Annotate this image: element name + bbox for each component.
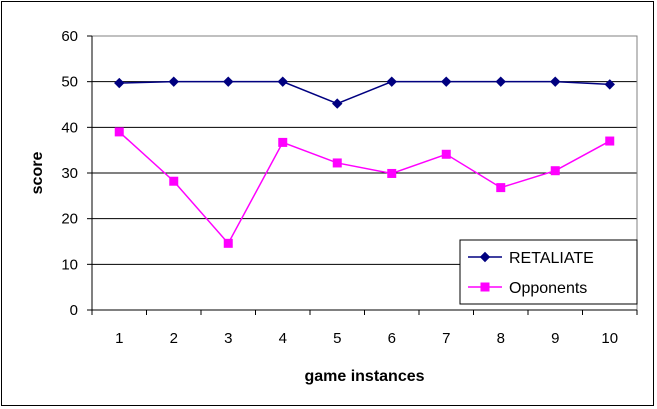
y-tick-label: 50: [61, 74, 78, 91]
data-point: [386, 76, 397, 87]
data-point: [550, 166, 560, 176]
data-point: [496, 183, 506, 193]
x-tick-label: 5: [333, 330, 341, 347]
data-point: [169, 176, 179, 186]
y-tick-label: 0: [70, 302, 78, 319]
data-point: [278, 137, 288, 147]
legend-item: Opponents: [468, 280, 587, 297]
data-point: [277, 76, 288, 87]
x-axis-title: game instances: [304, 368, 424, 385]
x-tick-label: 8: [497, 330, 505, 347]
legend-marker: [480, 282, 490, 292]
legend-box: [459, 239, 638, 305]
y-tick-label: 20: [61, 211, 78, 228]
data-point: [168, 76, 179, 87]
y-tick-label: 30: [61, 165, 78, 182]
data-point: [223, 76, 234, 87]
data-point: [223, 238, 233, 248]
data-point: [387, 168, 397, 178]
y-tick-label: 60: [61, 28, 78, 45]
y-tick-label: 10: [61, 256, 78, 273]
x-tick-label: 3: [224, 330, 232, 347]
legend-marker: [479, 251, 491, 263]
x-tick-label: 6: [388, 330, 396, 347]
data-point: [114, 127, 124, 137]
x-tick-labels: 1 2 3 4 5 6 7 8 9 10: [115, 330, 618, 347]
legend: RETALIATE Opponents: [459, 239, 638, 305]
legend-label: Opponents: [509, 280, 587, 297]
series-line: [119, 80, 610, 105]
x-tick-label: 9: [551, 330, 559, 347]
data-point: [114, 77, 125, 89]
x-tick-label: 1: [115, 330, 123, 347]
series: [114, 76, 615, 248]
legend-label: RETALIATE: [509, 250, 594, 267]
x-tick-label: 10: [601, 330, 618, 347]
x-tick-label: 7: [442, 330, 450, 347]
gridlines: [92, 35, 637, 265]
legend-item: RETALIATE: [468, 250, 594, 267]
data-point: [605, 136, 615, 146]
data-point: [332, 98, 343, 109]
series-opponents: [114, 127, 615, 248]
y-tick-labels: 0 10 20 30 40 50 60: [61, 28, 78, 319]
series-line: [118, 131, 611, 245]
x-tick-label: 2: [170, 330, 178, 347]
axes: [87, 35, 638, 315]
data-point: [604, 79, 615, 90]
legend-items: RETALIATE Opponents: [468, 250, 594, 297]
y-axis-title: score: [29, 152, 46, 195]
data-point: [441, 149, 451, 159]
data-point: [550, 76, 561, 87]
y-tick-label: 40: [61, 119, 78, 136]
series-retaliate: [114, 76, 615, 109]
data-point: [495, 76, 506, 87]
x-tick-label: 4: [279, 330, 287, 347]
data-point: [441, 76, 452, 87]
data-point: [332, 158, 342, 168]
